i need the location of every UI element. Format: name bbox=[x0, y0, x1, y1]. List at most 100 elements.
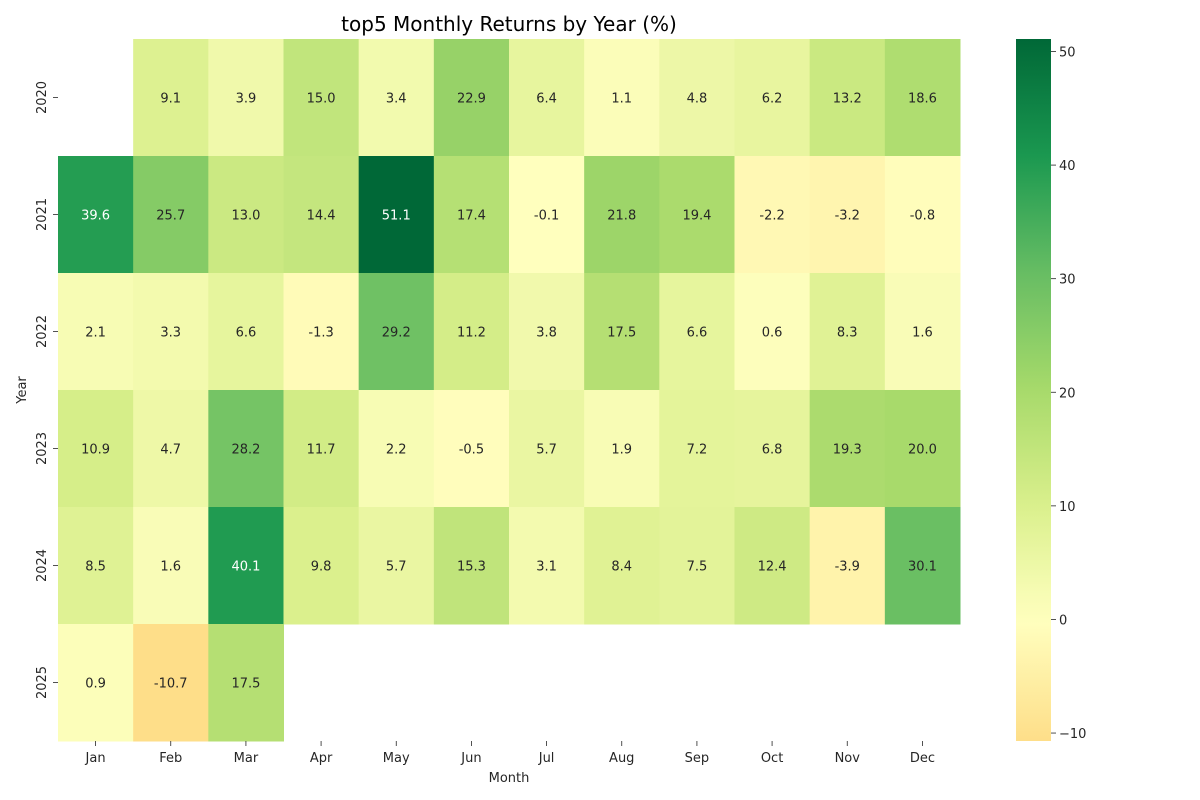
heatmap-cell-2024-Jan bbox=[58, 507, 134, 625]
cell-value-label: 1.6 bbox=[160, 560, 181, 575]
heatmap-cell-2020-May bbox=[358, 39, 435, 157]
cell-value-label: 22.9 bbox=[457, 92, 486, 107]
cell-value-label: 51.1 bbox=[382, 209, 411, 224]
heatmap-cell-2024-Apr bbox=[283, 507, 360, 625]
heatmap-cell-2022-May bbox=[358, 273, 435, 391]
heatmap-cell-2020-Jul bbox=[509, 39, 585, 157]
cell-value-label: 15.0 bbox=[307, 92, 336, 107]
cell-value-label: 12.4 bbox=[758, 560, 787, 575]
colorbar-tick-label: −10 bbox=[1059, 727, 1086, 742]
cell-value-label: 1.1 bbox=[611, 92, 632, 107]
cell-value-label: -2.2 bbox=[759, 209, 784, 224]
cell-value-label: 4.8 bbox=[687, 92, 708, 107]
heatmap-cell-2021-May bbox=[358, 156, 435, 274]
heatmap-cell-2024-May bbox=[358, 507, 435, 625]
cell-value-label: 28.2 bbox=[231, 443, 260, 458]
cell-value-label: 6.8 bbox=[762, 443, 783, 458]
heatmap-cell-2021-Jun bbox=[433, 156, 510, 274]
heatmap-cell-2022-Sep bbox=[659, 273, 735, 391]
cell-value-label: -0.8 bbox=[910, 209, 935, 224]
cell-value-label: 6.4 bbox=[536, 92, 557, 107]
y-tick-label-2023: 2023 bbox=[35, 432, 50, 465]
heatmap-cell-2022-Feb bbox=[133, 273, 209, 391]
heatmap-cell-2024-Sep bbox=[659, 507, 735, 625]
cell-value-label: 6.2 bbox=[762, 92, 783, 107]
cell-value-label: 6.6 bbox=[236, 326, 257, 341]
cell-value-label: 9.8 bbox=[311, 560, 332, 575]
heatmap-cell-2024-Dec bbox=[884, 507, 961, 625]
y-axis-label: Year bbox=[15, 376, 30, 405]
cell-value-label: -3.9 bbox=[835, 560, 860, 575]
heatmap-cell-2024-Aug bbox=[584, 507, 660, 625]
heatmap-cell-2022-Apr bbox=[283, 273, 360, 391]
heatmap-cell-2021-Feb bbox=[133, 156, 209, 274]
cell-value-label: 13.0 bbox=[231, 209, 260, 224]
cell-value-label: 3.1 bbox=[536, 560, 557, 575]
heatmap-cell-2024-Jul bbox=[509, 507, 585, 625]
cell-value-label: -10.7 bbox=[154, 677, 188, 692]
cell-value-label: 17.4 bbox=[457, 209, 486, 224]
cell-value-label: 10.9 bbox=[81, 443, 110, 458]
cell-value-label: 5.7 bbox=[536, 443, 557, 458]
heatmap-cell-2020-Dec bbox=[884, 39, 961, 157]
cell-value-label: 20.0 bbox=[908, 443, 937, 458]
cell-value-label: 21.8 bbox=[607, 209, 636, 224]
cell-value-label: 5.7 bbox=[386, 560, 407, 575]
heatmap-cell-2020-Feb bbox=[133, 39, 209, 157]
heatmap-cell-2022-Jun bbox=[433, 273, 510, 391]
heatmap-cell-2020-Sep bbox=[659, 39, 735, 157]
heatmap-cell-2020-Aug bbox=[584, 39, 660, 157]
y-axis-ticks: 2020 2021 2022 2023 2024 2025 bbox=[35, 81, 58, 699]
heatmap-cell-2024-Jun bbox=[433, 507, 510, 625]
colorbar bbox=[1016, 39, 1051, 741]
x-axis-label: Month bbox=[489, 771, 530, 786]
cell-value-label: 9.1 bbox=[160, 92, 181, 107]
x-tick-label-may: May bbox=[383, 751, 410, 766]
heatmap-cell-2023-Jan bbox=[58, 390, 134, 508]
heatmap-cell-2021-Mar bbox=[208, 156, 284, 274]
x-tick-label-apr: Apr bbox=[310, 751, 333, 766]
cell-value-label: 3.3 bbox=[160, 326, 181, 341]
colorbar-tick-label: 10 bbox=[1059, 500, 1076, 515]
heatmap-cell-2023-Apr bbox=[283, 390, 360, 508]
cell-value-label: -1.3 bbox=[308, 326, 333, 341]
x-tick-label-mar: Mar bbox=[234, 751, 259, 766]
chart-title: top5 Monthly Returns by Year (%) bbox=[341, 12, 677, 36]
x-tick-label-nov: Nov bbox=[835, 751, 861, 766]
heatmap-cell-2023-May bbox=[358, 390, 435, 508]
cell-value-label: 15.3 bbox=[457, 560, 486, 575]
cell-value-label: 11.7 bbox=[307, 443, 336, 458]
heatmap-cell-2020-Oct bbox=[734, 39, 811, 157]
cell-value-label: 0.9 bbox=[85, 677, 106, 692]
heatmap-cell-2023-Mar bbox=[208, 390, 284, 508]
heatmap-cell-2021-Oct bbox=[734, 156, 811, 274]
x-tick-label-feb: Feb bbox=[159, 751, 182, 766]
heatmap-cell-2022-Jul bbox=[509, 273, 585, 391]
x-tick-label-sep: Sep bbox=[685, 751, 710, 766]
cell-value-label: 6.6 bbox=[687, 326, 708, 341]
x-tick-label-jul: Jul bbox=[538, 751, 555, 766]
heatmap-cell-2023-Sep bbox=[659, 390, 735, 508]
cell-value-label: 0.6 bbox=[762, 326, 783, 341]
colorbar-tick-label: 50 bbox=[1059, 45, 1076, 60]
y-tick-label-2024: 2024 bbox=[35, 549, 50, 582]
heatmap-cell-2021-Jul bbox=[509, 156, 585, 274]
heatmap-cell-2021-Nov bbox=[809, 156, 886, 274]
heatmap-cell-2022-Aug bbox=[584, 273, 660, 391]
heatmap-cell-2022-Mar bbox=[208, 273, 284, 391]
heatmap-cell-2020-Jun bbox=[433, 39, 510, 157]
heatmap-cell-2021-Dec bbox=[884, 156, 961, 274]
heatmap-cell-2022-Dec bbox=[884, 273, 961, 391]
x-tick-label-oct: Oct bbox=[761, 751, 783, 766]
cell-value-label: 1.6 bbox=[912, 326, 933, 341]
heatmap-cell-2022-Oct bbox=[734, 273, 811, 391]
cell-value-label: 39.6 bbox=[81, 209, 110, 224]
heatmap-cell-2023-Aug bbox=[584, 390, 660, 508]
x-axis-ticks: Jan Feb Mar Apr May Jun Jul Aug Sep Oct Nov Dec bbox=[85, 741, 935, 766]
heatmap-cell-2021-Aug bbox=[584, 156, 660, 274]
heatmap-cell-2024-Nov bbox=[809, 507, 886, 625]
cell-value-label: 3.9 bbox=[236, 92, 257, 107]
cell-value-label: 29.2 bbox=[382, 326, 411, 341]
cell-value-label: -3.2 bbox=[835, 209, 860, 224]
